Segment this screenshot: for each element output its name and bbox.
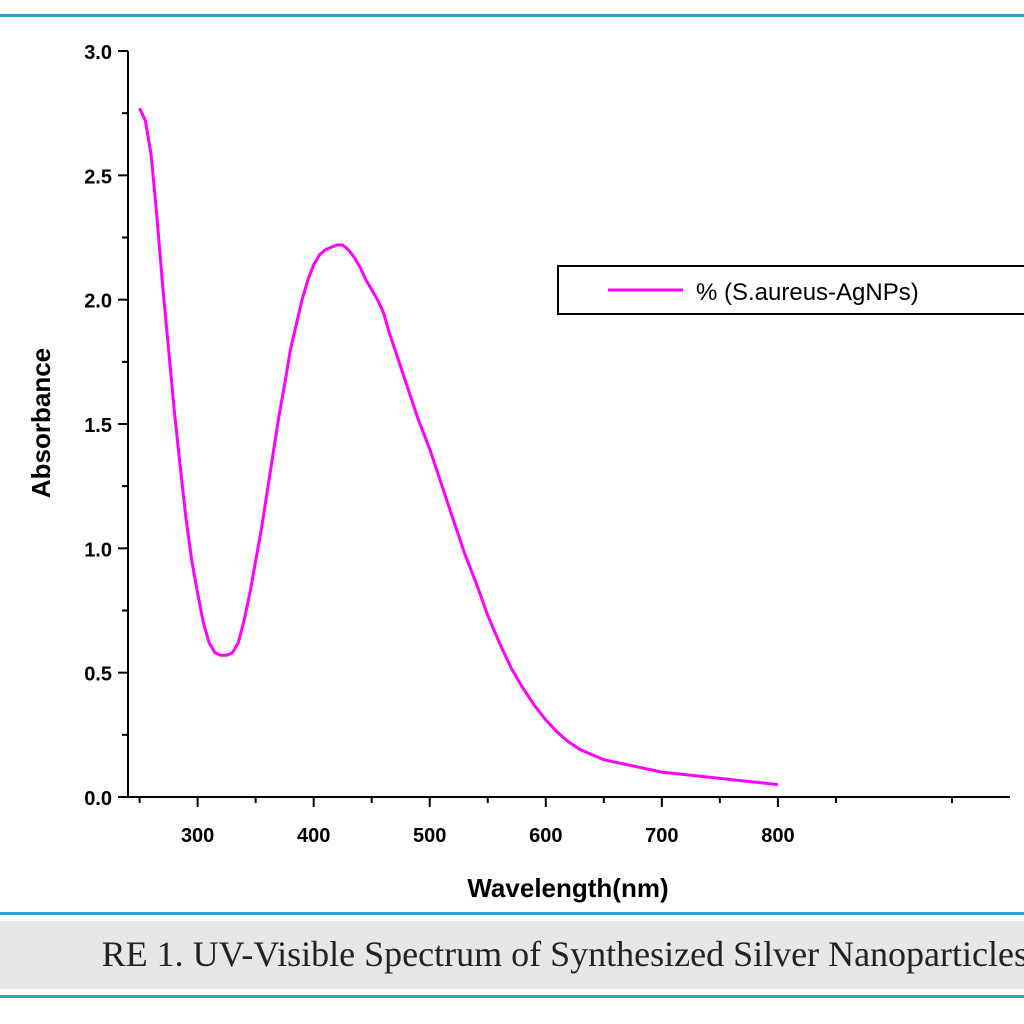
y-axis-label: Absorbance [26,348,56,498]
x-axis-label: Wavelength(nm) [467,873,668,903]
series-line [138,107,779,787]
y-tick-label: 2.0 [84,291,112,313]
y-tick-label: 3.0 [84,42,112,64]
x-tick-label: 400 [297,825,330,847]
y-tick-label: 0.5 [84,664,112,686]
legend-label: % (S.aureus-AgNPs) [696,279,919,306]
y-tick-label: 0.0 [84,788,112,810]
y-tick-label: 1.5 [84,415,112,437]
x-tick-label: 300 [181,825,214,847]
series-layer [138,107,779,787]
figure-caption-background: RE 1. UV-Visible Spectrum of Synthesized… [0,921,1024,989]
x-tick-label: 800 [761,825,794,847]
top-rule [0,14,1024,17]
legend: % (S.aureus-AgNPs) [557,265,1024,315]
y-tick-label: 2.5 [84,166,112,188]
axes [127,51,1010,798]
x-tick-label: 700 [645,825,678,847]
figure-caption: RE 1. UV-Visible Spectrum of Synthesized… [101,934,1024,974]
figure-caption-band: RE 1. UV-Visible Spectrum of Synthesized… [0,912,1024,998]
y-tick-label: 1.0 [84,539,112,561]
x-tick-label: 600 [529,825,562,847]
ticks: 0.0 0.5 1.0 1.5 2.0 2.5 3.0 300 400 500 600 700 800 [84,42,953,847]
x-tick-label: 500 [413,825,446,847]
